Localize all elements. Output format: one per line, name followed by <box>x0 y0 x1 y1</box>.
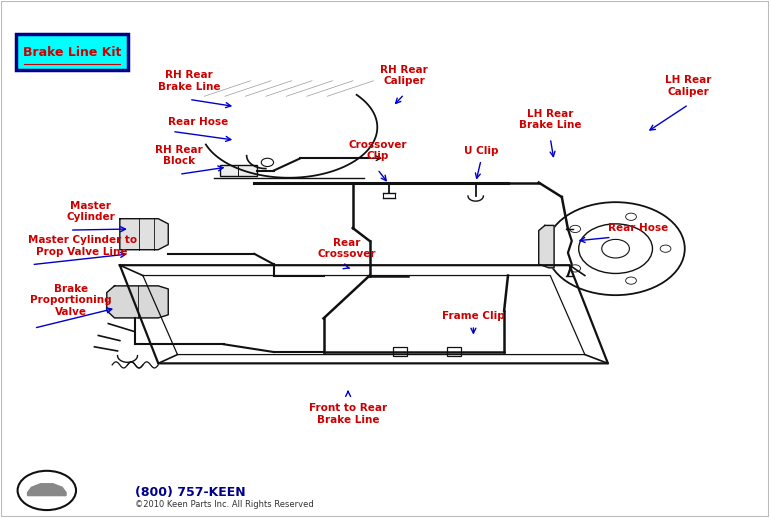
Text: Brake
Proportioning
Valve: Brake Proportioning Valve <box>30 284 112 317</box>
Text: Brake Line Kit: Brake Line Kit <box>22 46 121 59</box>
Text: (800) 757-KEEN: (800) 757-KEEN <box>136 485 246 499</box>
FancyBboxPatch shape <box>219 165 256 176</box>
Text: Front to Rear
Brake Line: Front to Rear Brake Line <box>309 403 387 425</box>
FancyBboxPatch shape <box>447 347 461 356</box>
Text: Rear Hose: Rear Hose <box>169 117 229 127</box>
Text: LH Rear
Caliper: LH Rear Caliper <box>665 75 711 97</box>
Text: RH Rear
Brake Line: RH Rear Brake Line <box>158 70 220 92</box>
Text: Rear
Crossover: Rear Crossover <box>317 238 376 260</box>
Polygon shape <box>28 484 66 496</box>
Text: ©2010 Keen Parts Inc. All Rights Reserved: ©2010 Keen Parts Inc. All Rights Reserve… <box>136 500 314 509</box>
Text: Master Cylinder to
Prop Valve Line: Master Cylinder to Prop Valve Line <box>28 235 137 257</box>
Text: Frame Clip: Frame Clip <box>442 311 505 321</box>
Text: U Clip: U Clip <box>464 146 498 155</box>
FancyBboxPatch shape <box>393 347 407 356</box>
Polygon shape <box>539 225 554 268</box>
Text: LH Rear
Brake Line: LH Rear Brake Line <box>519 109 581 131</box>
Text: Master
Cylinder: Master Cylinder <box>66 200 115 222</box>
FancyBboxPatch shape <box>16 34 128 70</box>
Text: Crossover
Clip: Crossover Clip <box>348 140 407 161</box>
Polygon shape <box>107 286 169 318</box>
Polygon shape <box>120 219 169 250</box>
Text: RH Rear
Block: RH Rear Block <box>155 145 203 166</box>
Text: Rear Hose: Rear Hose <box>608 223 668 233</box>
Text: RH Rear
Caliper: RH Rear Caliper <box>380 65 428 87</box>
